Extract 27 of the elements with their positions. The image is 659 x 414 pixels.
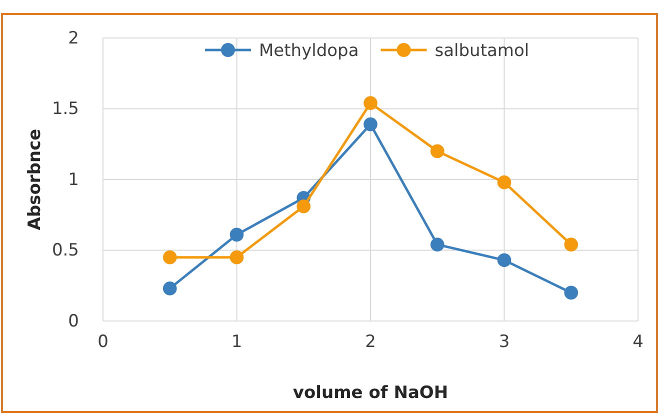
point — [230, 250, 244, 264]
point — [564, 286, 578, 300]
point — [162, 250, 177, 264]
legend-label: salbutamol — [434, 41, 530, 61]
point — [296, 199, 311, 214]
x-tick-label: 3 — [498, 332, 510, 352]
point — [497, 175, 512, 190]
y-tick-label: 2 — [68, 28, 79, 48]
point — [162, 282, 177, 296]
point — [364, 117, 378, 132]
point — [430, 238, 444, 252]
point — [230, 228, 244, 242]
y-tick-label: 0.5 — [52, 240, 79, 261]
x-tick-label: 2 — [365, 332, 376, 352]
point — [564, 238, 578, 252]
y-tick-label: 1 — [68, 170, 79, 190]
x-axis-title: volume of NaOH — [292, 383, 448, 403]
point — [497, 253, 512, 268]
legend-label: Methyldopa — [259, 41, 359, 61]
y-tick-label: 0 — [68, 311, 79, 332]
x-tick-label: 0 — [98, 332, 108, 352]
x-tick-label: 4 — [632, 332, 644, 352]
y-axis-title: Absorbnce — [25, 128, 45, 230]
point — [430, 144, 444, 158]
x-tick-label: 1 — [231, 332, 242, 352]
point — [364, 96, 378, 110]
y-tick-label: 1.5 — [52, 99, 79, 120]
